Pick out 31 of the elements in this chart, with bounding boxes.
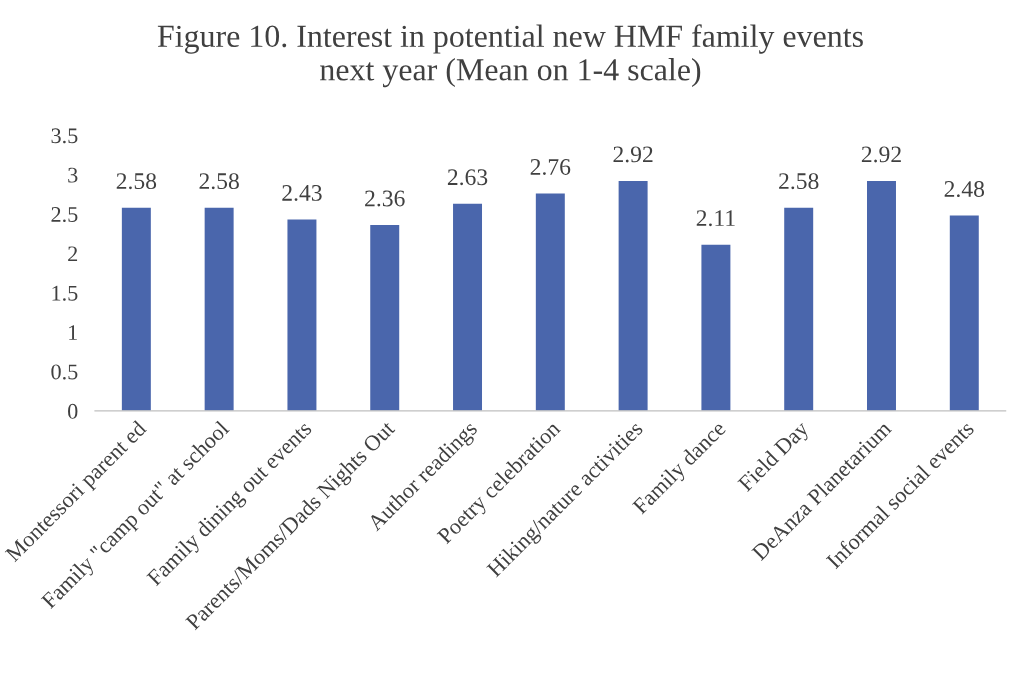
data-label: 2.48	[944, 181, 985, 198]
data-label: 2.63	[447, 169, 488, 186]
data-label: 2.11	[696, 210, 735, 227]
data-label: 2.43	[282, 185, 322, 201]
data-label: 2.76	[530, 159, 571, 175]
bar	[204, 207, 234, 411]
y-tick-label: 0	[68, 403, 78, 419]
y-tick-label: 1	[69, 325, 77, 340]
bar	[453, 203, 483, 411]
bar	[618, 180, 648, 411]
y-tick-label: 2.5	[51, 207, 78, 223]
bar	[784, 207, 814, 411]
bar	[535, 193, 565, 411]
data-label: 2.58	[779, 173, 819, 190]
y-tick-label: 1.5	[52, 285, 78, 301]
bar	[370, 225, 400, 411]
bar	[287, 219, 317, 411]
data-label: 2.58	[116, 173, 157, 190]
y-tick-label: 3	[68, 167, 78, 183]
y-tick-label: 2	[68, 246, 78, 262]
bar	[121, 207, 151, 411]
bar	[867, 180, 896, 411]
bar	[701, 244, 731, 411]
data-label: 2.58	[199, 173, 239, 190]
data-label: 2.92	[613, 146, 653, 163]
chart-title: Figure 10. Interest in potential new HMF family events next year (Mean on 1-4 scale)	[157, 24, 863, 88]
y-tick-label: 3.5	[51, 128, 78, 144]
data-label: 2.36	[365, 190, 405, 207]
y-tick-label: 0.5	[51, 364, 78, 380]
data-label: 2.92	[861, 146, 901, 163]
bar	[949, 215, 979, 411]
